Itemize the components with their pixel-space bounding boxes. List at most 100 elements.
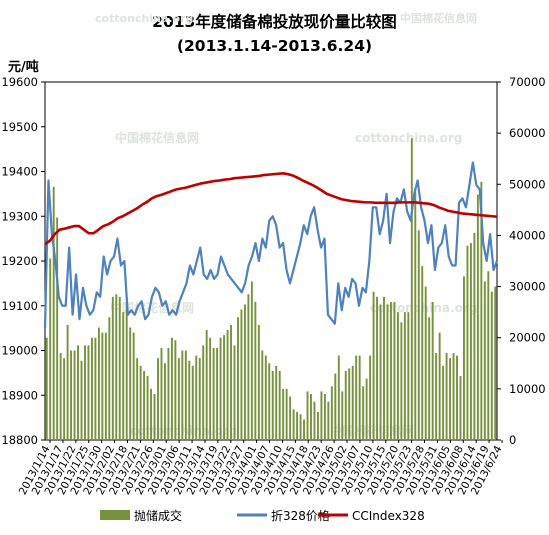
bar [372,291,375,440]
bar [56,217,59,440]
bar [132,332,135,440]
left-axis-tick-label: 19100 [1,299,38,313]
bar [143,370,146,440]
bar [344,370,347,440]
bar [327,401,330,440]
bar [205,330,208,440]
left-axis-tick-label: 19400 [1,165,38,179]
bar [383,296,385,440]
bar [219,337,222,440]
bar [435,353,438,440]
watermark-text: cottonchina.org [370,301,477,315]
bar [365,378,368,440]
bar [247,294,250,440]
bar [400,322,403,440]
chart-subtitle: (2013.1.14-2013.6.24) [176,37,373,55]
bar [243,304,246,440]
bar [306,391,309,440]
bar [362,386,365,440]
bar [445,353,448,440]
bar [355,355,358,440]
bar [94,337,97,440]
legend-swatch-bar [100,510,130,520]
right-axis-tick-label: 20000 [509,331,546,345]
bar [261,350,264,440]
bar [337,355,340,440]
bar [282,388,285,440]
bar [157,358,159,440]
bar [456,355,458,440]
bar [463,276,465,440]
bar [424,286,427,440]
right-axis-tick-label: 70000 [509,75,546,89]
bar [469,243,472,440]
left-axis-tick-label: 18800 [1,433,38,447]
bar [223,335,226,440]
bar [316,411,319,440]
bar [233,345,236,440]
bar [289,396,292,440]
bar [341,391,344,440]
bar [278,370,281,440]
left-axis-tick-label: 19600 [1,75,38,89]
left-axis-tick-label: 19000 [1,344,38,358]
bar [191,365,194,440]
left-axis-unit: 元/吨 [8,60,39,75]
legend-label: 抛储成交 [134,508,182,523]
bar [421,266,424,440]
bar [254,301,257,440]
bar [473,232,476,440]
bar [240,309,243,440]
chart-title: 2013年度储备棉投放现价量比较图 [152,13,397,31]
bar [45,337,48,440]
bar [73,350,76,440]
bar [108,317,111,440]
watermark-text: 中国棉花信息网 [115,130,199,145]
bar [97,327,100,440]
bar [428,317,431,440]
legend-label: CCIndex328 [352,509,425,523]
bar [195,355,198,440]
bar [334,373,337,440]
bar [348,368,351,440]
bar [271,370,274,440]
bar [480,181,483,440]
bar [160,347,163,440]
left-axis-tick-label: 19500 [1,120,38,134]
bar [136,358,139,440]
bar [358,355,361,440]
bar [303,419,305,440]
bar [292,409,295,440]
bar [150,388,153,440]
bar [66,324,69,440]
bar [379,304,382,440]
right-axis-tick-label: 50000 [509,177,546,191]
left-axis-tick-label: 19200 [1,254,38,268]
left-axis-tick-label: 19300 [1,209,38,223]
bar [177,358,180,440]
bar [275,365,278,440]
bar [285,388,288,440]
bar [230,324,232,440]
bar [104,332,107,440]
watermark-text: cottonchina.org [355,131,462,145]
right-axis-tick-label: 30000 [509,280,546,294]
bar [410,138,413,440]
bar [351,365,354,440]
bar [125,301,128,440]
bar [389,301,392,440]
bar [330,386,333,440]
bar [487,271,490,440]
bar [139,365,142,440]
bar [118,296,121,440]
bar [250,281,253,440]
bar [129,327,132,440]
bar [101,332,104,440]
bar [198,358,201,440]
bar [431,301,434,440]
bar [310,393,312,440]
legend-label: 折328价格 [271,508,330,523]
bar [376,296,379,440]
bar [90,337,93,440]
